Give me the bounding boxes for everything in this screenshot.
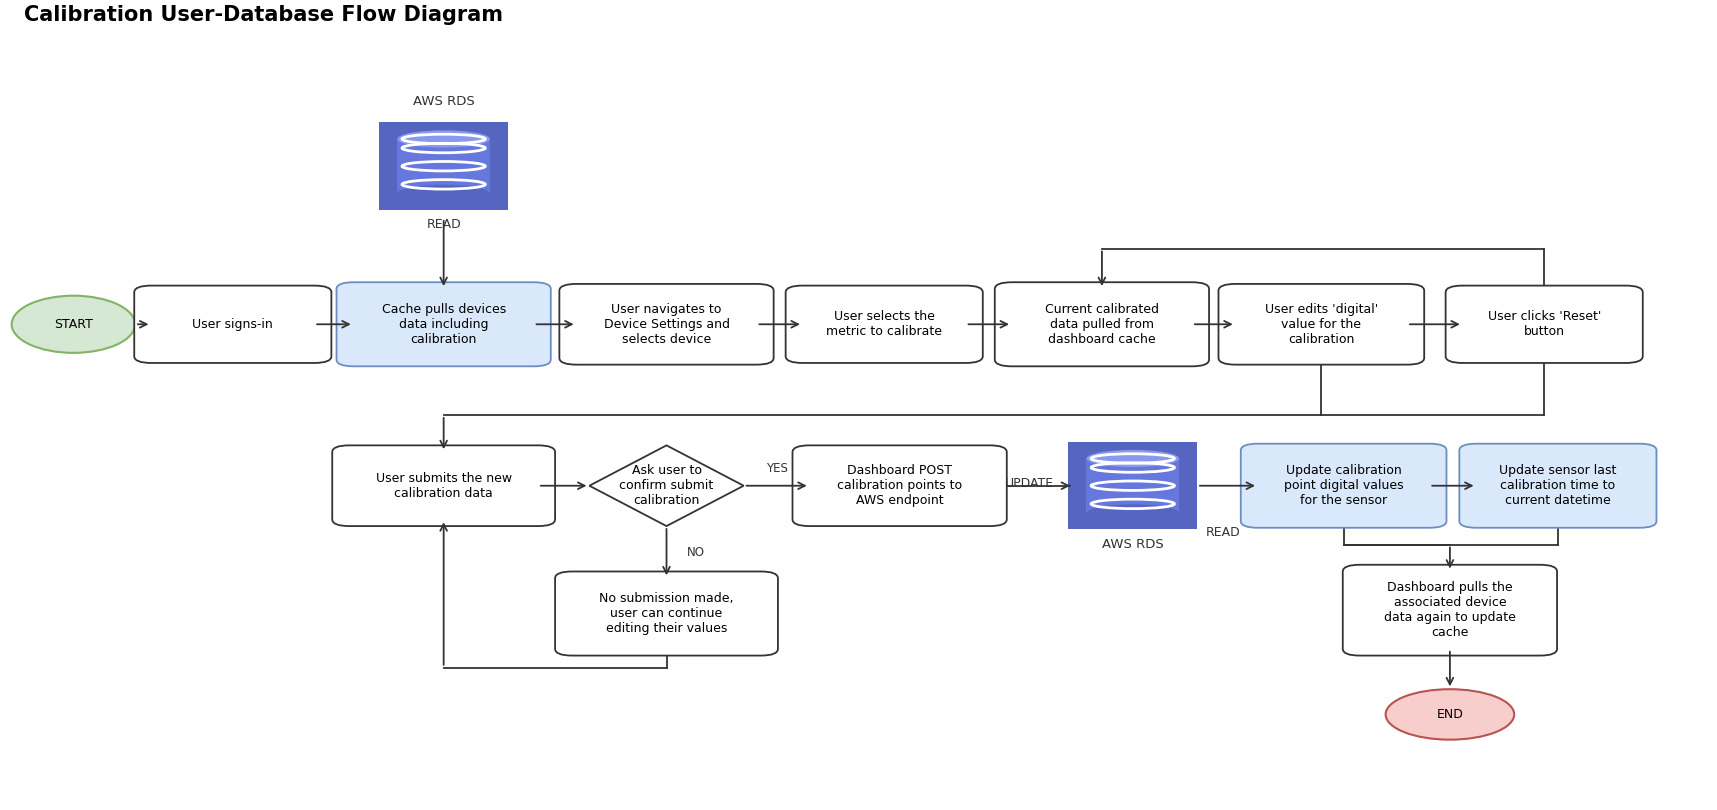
Text: Update sensor last
calibration time to
current datetime: Update sensor last calibration time to c… [1499, 464, 1617, 507]
Ellipse shape [1087, 450, 1180, 467]
Ellipse shape [397, 185, 489, 202]
FancyBboxPatch shape [1459, 444, 1657, 528]
Text: No submission made,
user can continue
editing their values: No submission made, user can continue ed… [599, 592, 733, 635]
FancyBboxPatch shape [1068, 442, 1197, 530]
FancyBboxPatch shape [793, 446, 1006, 526]
FancyBboxPatch shape [1241, 444, 1446, 528]
Text: User edits 'digital'
value for the
calibration: User edits 'digital' value for the calib… [1265, 303, 1379, 346]
Text: User signs-in: User signs-in [192, 318, 273, 330]
Text: User submits the new
calibration data: User submits the new calibration data [376, 471, 512, 500]
Text: READ: READ [1205, 526, 1240, 539]
FancyBboxPatch shape [560, 284, 774, 364]
Text: READ: READ [426, 218, 462, 231]
Text: Ask user to
confirm submit
calibration: Ask user to confirm submit calibration [620, 464, 714, 507]
FancyBboxPatch shape [1343, 565, 1557, 655]
Text: User selects the
metric to calibrate: User selects the metric to calibrate [826, 310, 943, 339]
FancyBboxPatch shape [337, 282, 551, 366]
FancyBboxPatch shape [331, 446, 555, 526]
Text: User clicks 'Reset'
button: User clicks 'Reset' button [1487, 310, 1600, 339]
FancyBboxPatch shape [994, 282, 1209, 366]
FancyBboxPatch shape [555, 572, 778, 655]
FancyBboxPatch shape [1446, 286, 1643, 363]
Ellipse shape [12, 296, 136, 353]
Text: Cache pulls devices
data including
calibration: Cache pulls devices data including calib… [381, 303, 507, 346]
FancyBboxPatch shape [134, 286, 331, 363]
Text: AWS RDS: AWS RDS [1102, 538, 1164, 551]
FancyBboxPatch shape [1219, 284, 1423, 364]
Text: Dashboard POST
calibration points to
AWS endpoint: Dashboard POST calibration points to AWS… [838, 464, 962, 507]
FancyBboxPatch shape [786, 286, 982, 363]
Bar [1087, 458, 1180, 513]
Text: UPDATE: UPDATE [1004, 477, 1054, 490]
Text: NO: NO [687, 546, 706, 559]
Text: User navigates to
Device Settings and
selects device: User navigates to Device Settings and se… [603, 303, 730, 346]
Text: Current calibrated
data pulled from
dashboard cache: Current calibrated data pulled from dash… [1046, 303, 1159, 346]
Ellipse shape [397, 130, 489, 147]
Ellipse shape [1087, 505, 1180, 522]
Text: Update calibration
point digital values
for the sensor: Update calibration point digital values … [1284, 464, 1403, 507]
Ellipse shape [1386, 689, 1514, 740]
Text: YES: YES [766, 462, 788, 475]
Text: END: END [1437, 708, 1463, 721]
Text: Calibration User-Database Flow Diagram: Calibration User-Database Flow Diagram [24, 6, 503, 25]
Text: START: START [53, 318, 93, 330]
Bar [397, 139, 489, 194]
Polygon shape [589, 446, 743, 526]
FancyBboxPatch shape [379, 122, 508, 210]
Text: AWS RDS: AWS RDS [412, 95, 474, 108]
Text: Dashboard pulls the
associated device
data again to update
cache: Dashboard pulls the associated device da… [1384, 581, 1516, 639]
